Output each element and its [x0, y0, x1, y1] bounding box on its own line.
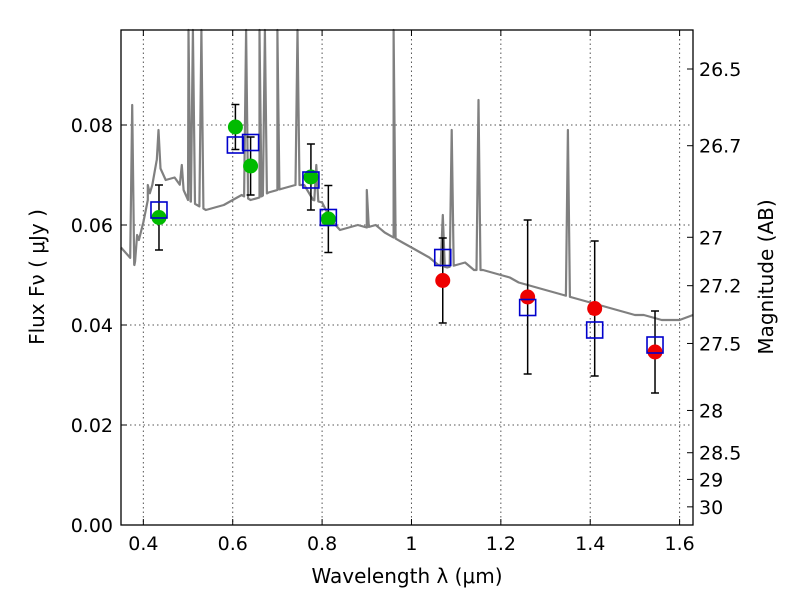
x-tick-label: 1.4 — [575, 533, 605, 555]
y2-tick-label: 28 — [699, 400, 723, 422]
x-tick-label: 1 — [405, 533, 417, 555]
model-photometry-square — [646, 336, 664, 354]
plot-frame — [120, 29, 694, 526]
data-point — [320, 211, 336, 227]
x-tick-label: 0.4 — [128, 533, 158, 555]
data-point — [647, 344, 663, 360]
x-tick-label: 0.8 — [307, 533, 337, 555]
model-photometry-square — [319, 208, 338, 227]
model-photometry-square — [518, 298, 537, 317]
y2-tick-label: 27.5 — [699, 333, 741, 355]
y2-axis-label: Magnitude (AB) — [754, 199, 778, 354]
x-tick-label: 0.6 — [218, 533, 248, 555]
data-point — [243, 158, 259, 174]
model-spectrum-line — [120, 28, 694, 322]
y2-tick-label: 29 — [699, 469, 723, 491]
grid-layer — [121, 30, 693, 525]
data-point — [227, 119, 243, 135]
y2-tick-label: 26.5 — [699, 59, 741, 81]
y-axis-label: Flux Fν ( μJy ) — [25, 209, 49, 345]
x-tick-label: 1.6 — [664, 533, 694, 555]
points-layer — [150, 119, 664, 360]
model-photometry-square — [433, 248, 452, 267]
y-tick-label: 0.00 — [71, 515, 113, 537]
model-photometry-square — [302, 171, 320, 189]
y2-tick-label: 26.7 — [699, 136, 741, 158]
model-photometry-square — [150, 201, 168, 219]
model-photometry-square — [585, 321, 604, 339]
y-tick-label: 0.02 — [71, 415, 113, 437]
x-axis-label: Wavelength λ (μm) — [311, 564, 502, 588]
y2-tick-label: 30 — [699, 497, 723, 519]
data-point — [435, 273, 451, 288]
data-point — [520, 289, 536, 305]
x-tick-label: 1.2 — [486, 533, 516, 555]
y-tick-label: 0.06 — [71, 215, 113, 237]
data-point — [303, 169, 319, 185]
y2-tick-label: 27.2 — [699, 276, 741, 298]
spectrum-layer — [120, 28, 694, 322]
model-photometry-square — [241, 133, 260, 152]
y-tick-label: 0.08 — [71, 115, 113, 137]
data-point — [587, 301, 603, 316]
y-tick-label: 0.04 — [71, 315, 113, 337]
y2-tick-label: 27 — [699, 227, 723, 249]
y2-tick-label: 28.5 — [699, 443, 741, 465]
ticks-layer: 0.4 0.6 0.8 1 1.2 1.4 1.6 0.00 0.02 0.04 0.06 0.08 2… — [71, 30, 741, 555]
model-photometry-square — [226, 136, 245, 154]
plot-background — [121, 30, 693, 525]
